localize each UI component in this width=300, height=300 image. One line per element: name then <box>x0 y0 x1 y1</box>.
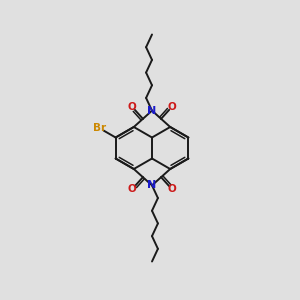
Text: O: O <box>128 184 136 194</box>
Text: O: O <box>168 184 176 194</box>
Text: O: O <box>128 102 136 112</box>
Text: O: O <box>168 102 176 112</box>
Text: N: N <box>147 106 157 116</box>
Text: Br: Br <box>93 123 106 133</box>
Text: N: N <box>147 180 157 190</box>
